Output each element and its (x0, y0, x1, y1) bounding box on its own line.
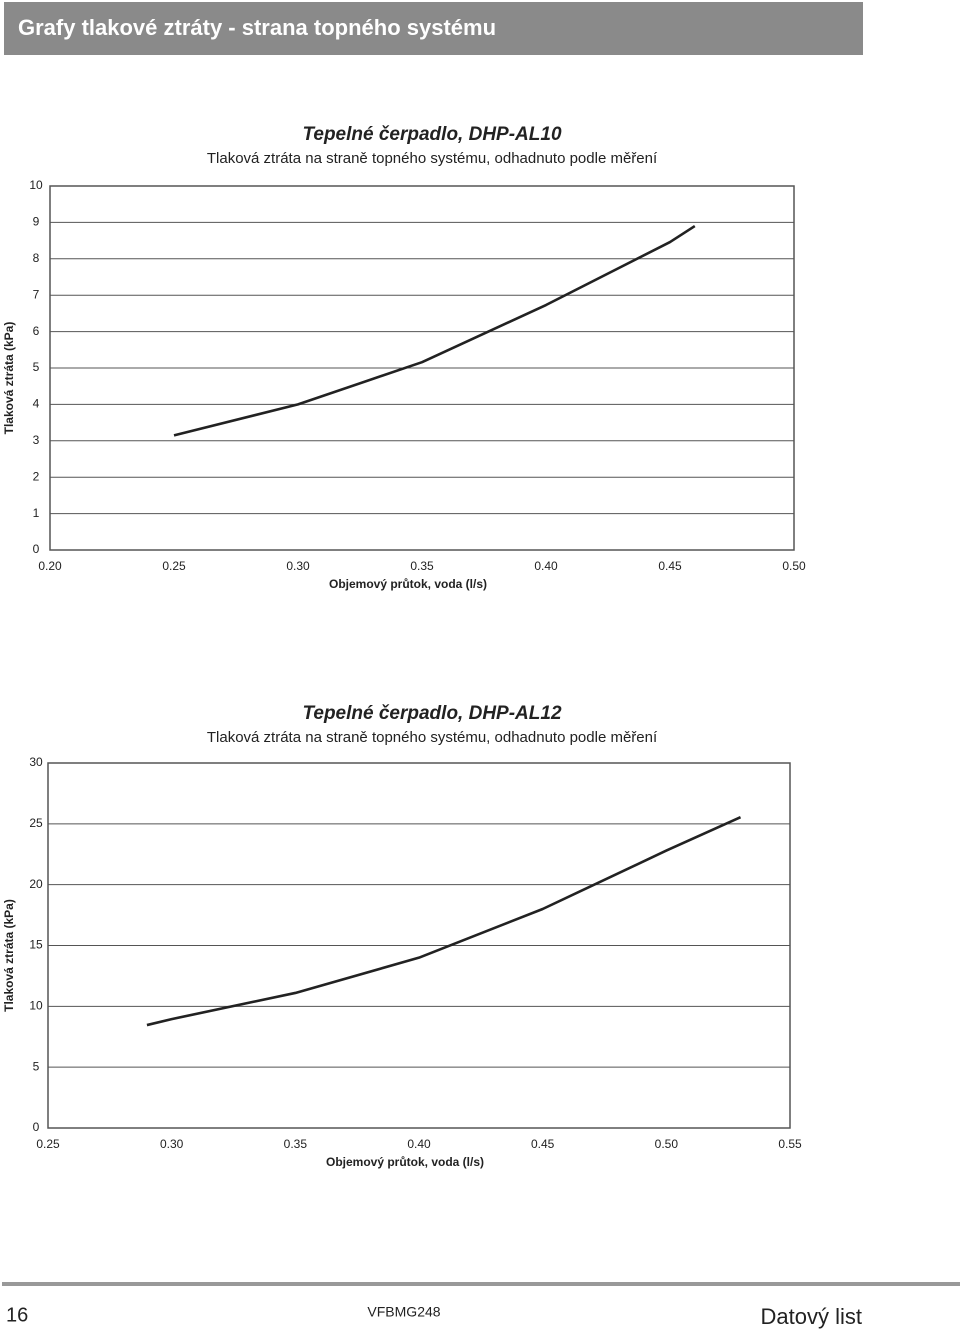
y-tick-label: 8 (33, 251, 40, 265)
footer-rule (2, 1282, 960, 1286)
plot-frame (49, 185, 795, 551)
y-tick-label: 0 (33, 1120, 40, 1134)
x-tick-label: 0.40 (407, 1137, 431, 1151)
x-tick-label: 0.50 (655, 1137, 679, 1151)
x-tick-label: 0.20 (38, 559, 62, 573)
plot-frame (47, 762, 791, 1129)
y-tick-label: 15 (29, 938, 43, 952)
y-tick-label: 7 (33, 287, 40, 301)
x-axis-label: Objemový průtok, voda (l/s) (329, 577, 487, 591)
doc-code: VFBMG248 (367, 1304, 440, 1320)
x-tick-label: 0.35 (284, 1137, 308, 1151)
y-tick-label: 3 (33, 433, 40, 447)
y-tick-label: 10 (29, 999, 43, 1013)
y-tick-label: 0 (33, 542, 40, 556)
x-tick-label: 0.30 (160, 1137, 184, 1151)
x-tick-label: 0.45 (658, 559, 682, 573)
y-tick-label: 30 (29, 755, 43, 769)
y-tick-label: 10 (29, 178, 43, 192)
y-tick-label: 4 (33, 397, 40, 411)
x-tick-label: 0.40 (534, 559, 558, 573)
chart-title: Tepelné čerpadlo, DHP-AL10 (302, 124, 561, 145)
y-tick-label: 25 (29, 816, 43, 830)
y-tick-label: 6 (33, 324, 40, 338)
page-number: 16 (6, 1304, 28, 1326)
chart-subtitle: Tlaková ztráta na straně topného systému… (207, 150, 658, 167)
y-tick-label: 1 (33, 506, 40, 520)
x-tick-label: 0.25 (36, 1137, 60, 1151)
chart-subtitle: Tlaková ztráta na straně topného systému… (207, 729, 658, 746)
x-tick-label: 0.50 (782, 559, 806, 573)
y-tick-label: 5 (33, 360, 40, 374)
y-tick-label: 5 (33, 1059, 40, 1073)
doc-label: Datový list (761, 1304, 862, 1329)
header-title: Grafy tlakové ztráty - strana topného sy… (18, 15, 496, 40)
x-tick-label: 0.55 (778, 1137, 802, 1151)
y-axis-label: Tlaková ztráta (kPa) (2, 899, 16, 1012)
chart-title: Tepelné čerpadlo, DHP-AL12 (302, 703, 561, 724)
curve (173, 224, 696, 437)
y-axis-label: Tlaková ztráta (kPa) (2, 322, 16, 435)
x-tick-label: 0.45 (531, 1137, 555, 1151)
curve (146, 815, 742, 1027)
x-tick-label: 0.35 (410, 559, 434, 573)
x-axis-label: Objemový průtok, voda (l/s) (326, 1155, 484, 1169)
x-tick-label: 0.25 (162, 559, 186, 573)
y-tick-label: 2 (33, 469, 40, 483)
y-tick-label: 9 (33, 215, 40, 229)
x-tick-label: 0.30 (286, 559, 310, 573)
header-bar (4, 2, 863, 55)
y-tick-label: 20 (29, 877, 43, 891)
